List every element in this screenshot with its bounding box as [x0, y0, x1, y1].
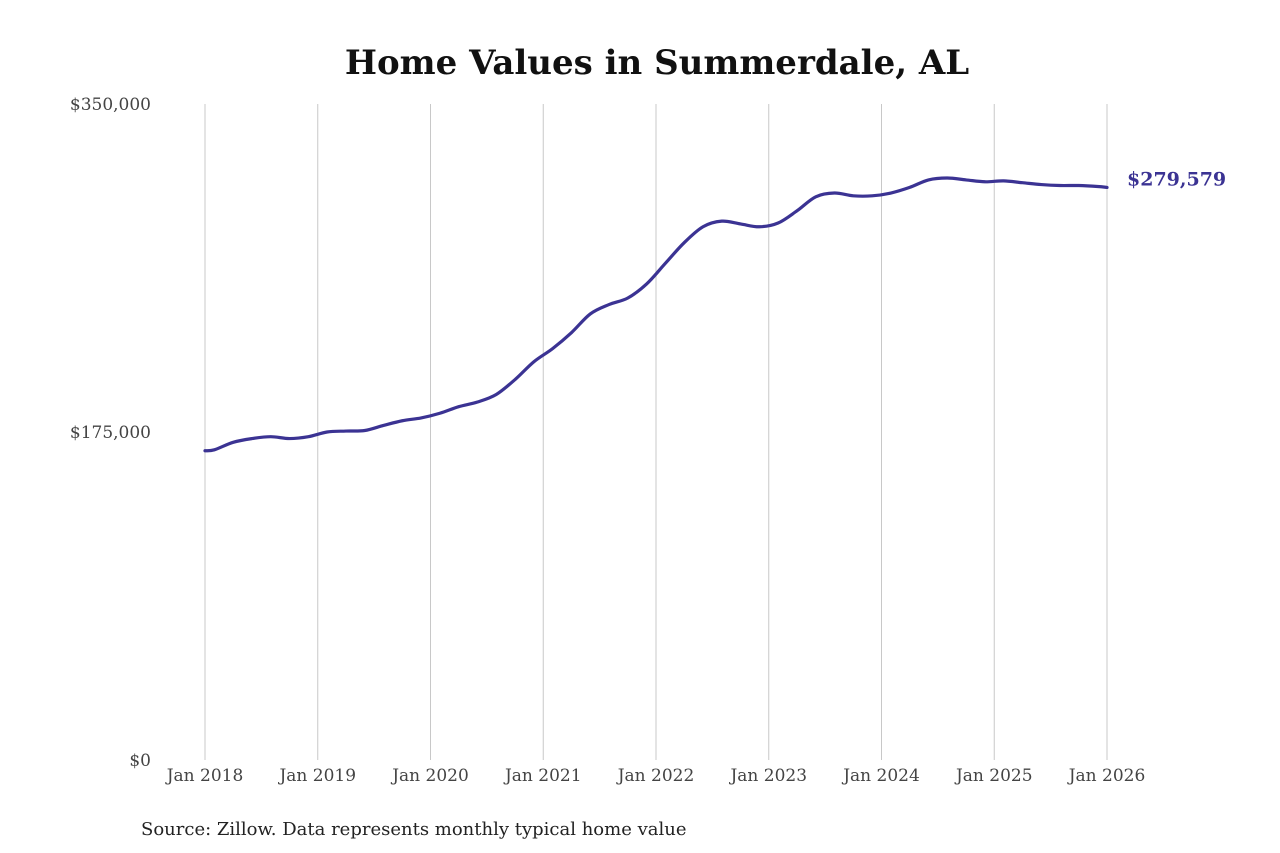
x-tick-label: Jan 2026 [1067, 766, 1146, 786]
y-axis-ticks: $0 $175,000 $350,000 [70, 95, 151, 771]
end-value-label: $279,579 [1127, 168, 1226, 190]
x-tick-label: Jan 2020 [390, 766, 469, 786]
x-tick-label: Jan 2021 [503, 766, 582, 786]
chart-title: Home Values in Summerdale, AL [345, 43, 969, 83]
series-line [203, 176, 1109, 453]
x-tick-label: Jan 2023 [728, 766, 807, 786]
x-tick-label: Jan 2018 [165, 766, 244, 786]
source-note: Source: Zillow. Data represents monthly … [141, 819, 687, 840]
x-tick-label: Jan 2025 [954, 766, 1033, 786]
series-layer: $279,579 [203, 168, 1226, 453]
y-tick-label: $175,000 [70, 423, 151, 443]
x-tick-label: Jan 2022 [616, 766, 695, 786]
y-tick-label: $0 [129, 751, 151, 771]
x-tick-label: Jan 2024 [841, 766, 920, 786]
y-tick-label: $350,000 [70, 95, 151, 115]
grid-lines [204, 104, 1108, 760]
x-tick-label: Jan 2019 [277, 766, 356, 786]
x-axis-ticks: Jan 2018 Jan 2019 Jan 2020 Jan 2021 Jan 2022… [165, 766, 1146, 786]
